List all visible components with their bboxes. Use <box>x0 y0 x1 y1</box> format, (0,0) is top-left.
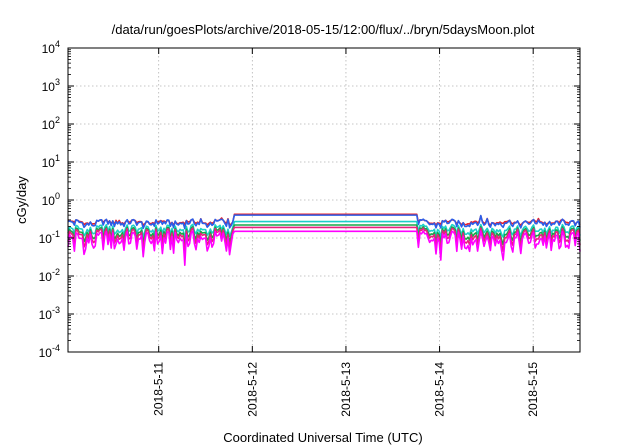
x-tick-label: 2018-5-13 <box>339 362 353 417</box>
y-tick-label: 100 <box>42 191 60 208</box>
y-tick-label: 10-4 <box>39 343 60 360</box>
y-tick-label: 102 <box>42 115 60 132</box>
series-group <box>67 213 581 266</box>
series-line <box>67 230 581 266</box>
y-tick-label: 101 <box>42 153 60 170</box>
y-tick-label: 10-1 <box>39 229 60 246</box>
x-tick-label: 2018-5-11 <box>152 362 166 416</box>
x-tick-label: 2018-5-15 <box>526 362 540 417</box>
x-tick-label: 2018-5-12 <box>245 362 259 417</box>
x-axis: 2018-5-11 2018-5-12 2018-5-13 2018-5-14 2018… <box>152 48 540 417</box>
y-tick-label: 104 <box>42 39 60 56</box>
x-axis-label: Coordinated Universal Time (UTC) <box>223 430 422 445</box>
series-line <box>67 220 581 240</box>
series-line <box>67 226 581 256</box>
x-tick-label: 2018-5-14 <box>433 362 447 417</box>
chart-title: /data/run/goesPlots/archive/2018-05-15/1… <box>112 22 535 37</box>
y-axis: 10-4 10-3 10-2 10-1 100 101 102 103 104 <box>39 39 580 360</box>
grid <box>68 48 580 352</box>
series-line <box>67 214 581 230</box>
y-tick-label: 103 <box>42 77 60 94</box>
y-tick-label: 10-3 <box>39 305 60 322</box>
y-tick-label: 10-2 <box>39 267 60 284</box>
y-axis-label: cGy/day <box>14 176 29 224</box>
